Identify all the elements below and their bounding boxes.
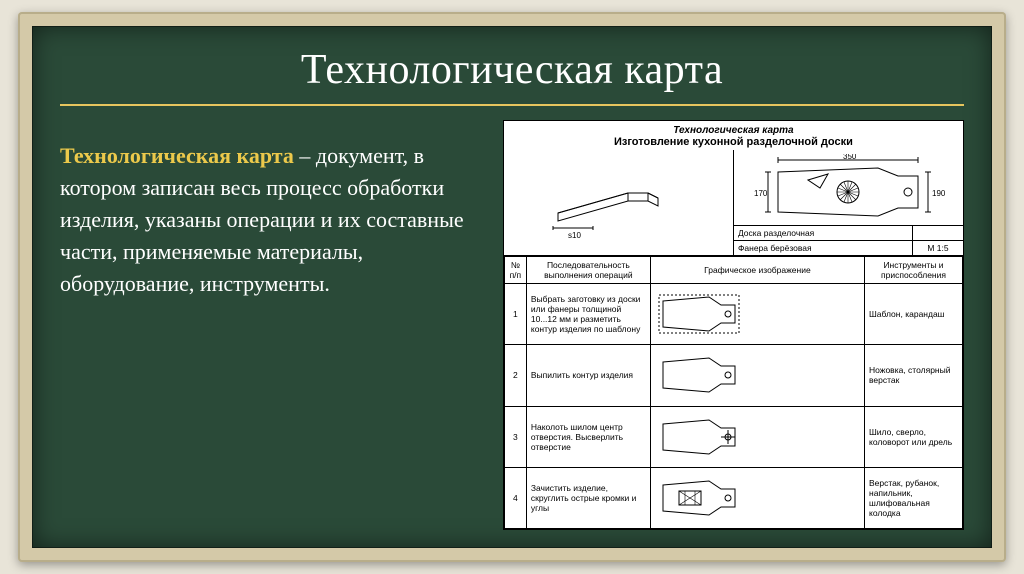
col-op: Последовательность выполнения операций <box>526 257 650 284</box>
whiteboard-frame: Технологическая карта Технологическая ка… <box>18 12 1006 562</box>
material-name: Доска разделочная <box>734 225 913 240</box>
doc-italic-head: Технологическая карта <box>508 125 959 136</box>
row-drawing <box>650 406 864 467</box>
row-drawing <box>650 467 864 528</box>
content-row: Технологическая карта – документ, в кото… <box>60 120 964 530</box>
table-row: 2Выпилить контур изделия Ножовка, столярн… <box>504 345 962 406</box>
table-header-row: № п/п Последовательность выполнения опер… <box>504 257 962 284</box>
row-op: Выбрать заготовку из доски или фанеры то… <box>526 284 650 345</box>
table-row: 3Наколоть шилом центр отверстия. Высверл… <box>504 406 962 467</box>
row-num: 2 <box>504 345 526 406</box>
row-num: 4 <box>504 467 526 528</box>
board-3d-view: s10 <box>504 150 734 255</box>
row-tools: Шаблон, карандаш <box>865 284 963 345</box>
row-tools: Шило, сверло, коловорот или дрель <box>865 406 963 467</box>
row-op: Выпилить контур изделия <box>526 345 650 406</box>
diagram-row: s10 350 <box>504 150 963 256</box>
row-tools: Ножовка, столярный верстак <box>865 345 963 406</box>
process-table: № п/п Последовательность выполнения опер… <box>504 256 963 529</box>
svg-text:350: 350 <box>843 154 857 161</box>
page-title: Технологическая карта <box>60 40 964 104</box>
definition-text: Технологическая карта – документ, в кото… <box>60 120 485 530</box>
material-block: Доска разделочная Фанера берёзовая М 1:5 <box>734 225 963 255</box>
doc-sub-head: Изготовление кухонной разделочной доски <box>508 136 959 148</box>
board-plan-view: 350 170 190 <box>734 150 963 255</box>
table-row: 1Выбрать заготовку из доски или фанеры т… <box>504 284 962 345</box>
row-tools: Верстак, рубанок, напильник, шлифовальна… <box>865 467 963 528</box>
material-type: Фанера берёзовая <box>734 240 913 255</box>
row-drawing <box>650 345 864 406</box>
col-tools: Инструменты и приспособления <box>865 257 963 284</box>
row-num: 1 <box>504 284 526 345</box>
table-row: 4Зачистить изделие, скруглить острые кро… <box>504 467 962 528</box>
row-drawing <box>650 284 864 345</box>
doc-header: Технологическая карта Изготовление кухон… <box>504 121 963 150</box>
scale-label: М 1:5 <box>913 240 963 255</box>
row-op: Наколоть шилом центр отверстия. Высверли… <box>526 406 650 467</box>
material-empty <box>913 225 963 240</box>
definition-term: Технологическая карта <box>60 143 294 168</box>
col-num: № п/п <box>504 257 526 284</box>
svg-text:170: 170 <box>754 189 768 198</box>
title-divider <box>60 104 964 106</box>
row-op: Зачистить изделие, скруглить острые кром… <box>526 467 650 528</box>
chalkboard: Технологическая карта Технологическая ка… <box>32 26 992 548</box>
svg-text:190: 190 <box>932 189 946 198</box>
col-img: Графическое изображение <box>650 257 864 284</box>
row-num: 3 <box>504 406 526 467</box>
tech-card-document: Технологическая карта Изготовление кухон… <box>503 120 964 530</box>
thickness-label: s10 <box>568 231 581 240</box>
